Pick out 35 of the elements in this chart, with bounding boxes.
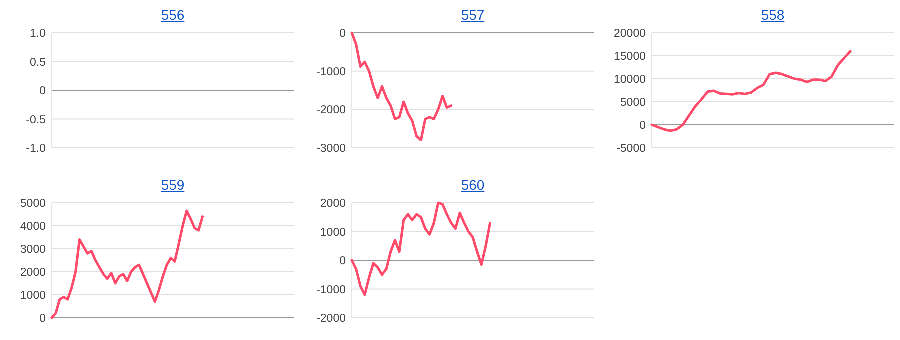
y-tick-label: -0.5 <box>26 114 46 126</box>
chart-title: 560 <box>461 177 485 193</box>
y-tick-label: -5000 <box>616 143 646 156</box>
y-tick-label: 5000 <box>620 97 646 110</box>
chart-title: 557 <box>461 7 485 23</box>
y-tick-label: 0 <box>640 120 646 132</box>
y-tick-label: -1000 <box>316 284 346 296</box>
y-tick-label: 15000 <box>614 51 646 64</box>
y-tick-label: 1.0 <box>30 28 46 40</box>
y-tick-label: 0 <box>40 86 46 98</box>
chart-title: 559 <box>161 177 185 193</box>
y-tick-label: 20000 <box>614 28 646 40</box>
line-series <box>50 210 204 320</box>
y-tick-label: 2000 <box>20 267 46 280</box>
chart-title: 558 <box>761 7 785 23</box>
y-tick-label: -2000 <box>316 104 346 117</box>
y-tick-label: -1.0 <box>26 143 46 156</box>
line-series <box>350 202 492 296</box>
line-series <box>650 50 852 132</box>
chart-title: 556 <box>161 7 185 23</box>
y-tick-label: 4000 <box>20 221 46 234</box>
y-tick-label: 10000 <box>614 74 646 86</box>
y-tick-label: 2000 <box>320 198 346 210</box>
y-tick-label: 0.5 <box>30 56 46 69</box>
y-tick-label: 1000 <box>20 290 46 302</box>
y-tick-label: 5000 <box>20 198 46 210</box>
y-tick-label: 0 <box>340 28 346 40</box>
y-tick-label: -3000 <box>316 143 346 156</box>
y-tick-label: -1000 <box>316 66 346 78</box>
y-tick-label: 3000 <box>20 244 46 256</box>
y-tick-label: 0 <box>40 313 46 326</box>
line-series <box>350 32 453 142</box>
y-tick-label: -2000 <box>316 313 346 326</box>
y-tick-label: 0 <box>340 256 346 268</box>
y-tick-label: 1000 <box>320 226 346 239</box>
